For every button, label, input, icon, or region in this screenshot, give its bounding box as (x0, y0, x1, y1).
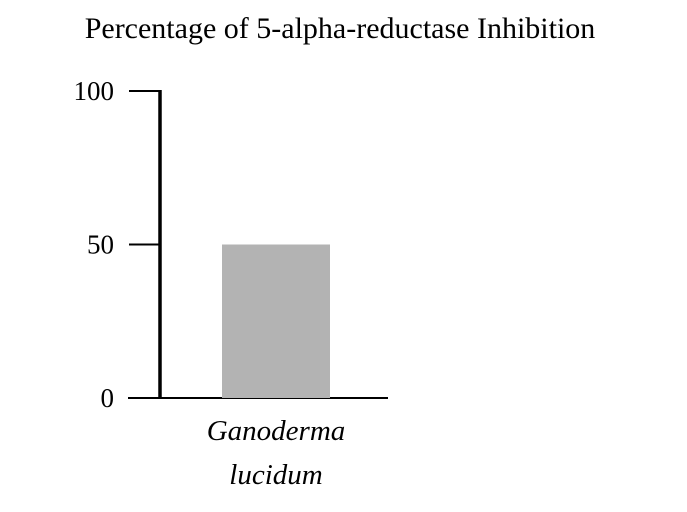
bar (222, 244, 330, 398)
x-tick-label: Ganoderma lucidum (207, 415, 346, 491)
y-tick-label: 50 (87, 230, 114, 260)
y-tick-label: 0 (101, 383, 115, 413)
y-tick-label: 100 (74, 76, 115, 106)
chart-title: Percentage of 5-alpha-reductase Inhibiti… (85, 12, 596, 45)
